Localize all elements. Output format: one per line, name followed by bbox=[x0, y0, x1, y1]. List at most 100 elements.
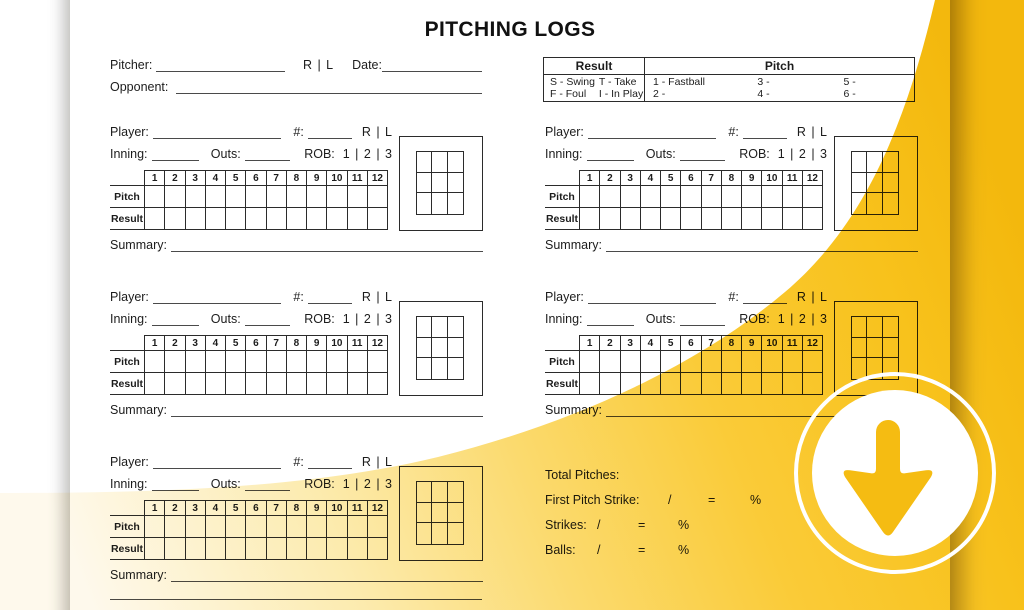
pitch-number-header: 9 bbox=[305, 335, 328, 351]
percent-sign: % bbox=[678, 518, 690, 532]
pitch-number-header: 6 bbox=[245, 500, 267, 516]
outs-blank-line bbox=[244, 148, 291, 161]
pitch-number-header: 11 bbox=[346, 500, 368, 516]
result-cell bbox=[265, 207, 287, 230]
table-corner bbox=[545, 336, 580, 351]
legend-item: 5 - bbox=[843, 76, 856, 88]
pitch-cell bbox=[639, 185, 662, 208]
rob-label: ROB: bbox=[739, 312, 770, 326]
inning-blank-line bbox=[586, 313, 634, 326]
number-label: #: bbox=[293, 455, 304, 469]
outs-label: Outs: bbox=[645, 147, 676, 161]
date-label: Date: bbox=[352, 58, 382, 72]
result-cell bbox=[619, 372, 641, 395]
summary-label: Summary: bbox=[110, 568, 167, 582]
summary-row: Summary: bbox=[110, 568, 483, 582]
pitch-number-header: 7 bbox=[265, 170, 287, 186]
pitch-number-header: 7 bbox=[700, 335, 722, 351]
pitch-number-header: 7 bbox=[265, 500, 287, 516]
player-log-block: Player: #: R | L Inning: Outs: ROB: 1 | … bbox=[110, 455, 483, 610]
strike-zone-cell bbox=[447, 482, 463, 503]
pitch-cell bbox=[659, 350, 682, 373]
pitch-number-header: 8 bbox=[720, 335, 743, 351]
pitch-cell bbox=[801, 350, 824, 373]
pitch-cell bbox=[245, 515, 267, 538]
pitch-number-header: 9 bbox=[305, 500, 328, 516]
pitch-number-header: 3 bbox=[184, 500, 206, 516]
hand-options: R | L bbox=[361, 455, 393, 469]
legend-item: 2 - bbox=[653, 88, 666, 100]
strike-zone-cell bbox=[447, 338, 463, 359]
pitch-cell bbox=[184, 350, 206, 373]
pitch-cell bbox=[680, 185, 702, 208]
download-button[interactable] bbox=[793, 371, 997, 575]
pitch-cell bbox=[639, 350, 662, 373]
strike-zone-cell bbox=[448, 358, 463, 379]
pitch-number-header: 2 bbox=[164, 335, 186, 351]
pitch-number-header: 8 bbox=[720, 170, 743, 186]
strike-zone-cell bbox=[432, 337, 448, 359]
strike-zone-cell bbox=[417, 172, 433, 194]
strike-zone-grid bbox=[416, 151, 464, 215]
result-cell bbox=[366, 372, 389, 395]
pitch-number-header: 2 bbox=[164, 170, 186, 186]
strike-zone-cell bbox=[417, 193, 433, 214]
inning-row: Inning: Outs: ROB: 1 | 2 | 3 bbox=[545, 312, 828, 326]
table-corner bbox=[110, 501, 145, 516]
player-blank-line bbox=[152, 456, 282, 469]
pitch-number-header: 5 bbox=[659, 170, 682, 186]
pitch-number-header: 10 bbox=[326, 170, 348, 186]
result-cell bbox=[305, 372, 328, 395]
strike-zone-cell bbox=[417, 152, 433, 173]
pitch-result-table: 1 2 3 4 5 6 7 8 9 10 11 12 Pitch Result bbox=[110, 500, 389, 560]
player-row: Player: #: R | L bbox=[110, 290, 393, 304]
outs-label: Outs: bbox=[210, 147, 241, 161]
pitch-cell bbox=[143, 185, 166, 208]
pitch-cell bbox=[326, 350, 348, 373]
summary-blank-line bbox=[605, 239, 918, 252]
legend-item: 4 - bbox=[757, 88, 770, 100]
summary-label: Summary: bbox=[545, 238, 602, 252]
strike-zone-cell bbox=[448, 523, 463, 544]
pitcher-label: Pitcher: bbox=[110, 58, 153, 72]
result-cell bbox=[245, 207, 267, 230]
result-cell bbox=[781, 207, 803, 230]
page-title: PITCHING LOGS bbox=[424, 18, 596, 41]
strike-zone-box bbox=[399, 301, 483, 396]
slash-separator: / bbox=[597, 518, 601, 532]
result-row-label: Result bbox=[545, 207, 580, 230]
pitch-number-header: 3 bbox=[184, 170, 206, 186]
pitch-cell bbox=[619, 350, 641, 373]
strike-zone-cell bbox=[447, 173, 463, 194]
result-cell bbox=[346, 207, 368, 230]
strike-zone-cell bbox=[882, 317, 898, 338]
equals-sign: = bbox=[708, 493, 716, 507]
result-cell bbox=[740, 372, 763, 395]
summary-blank-line bbox=[170, 569, 483, 582]
pitch-cell bbox=[164, 185, 186, 208]
rob-label: ROB: bbox=[304, 312, 335, 326]
first-pitch-strike-row: First Pitch Strike: / = % bbox=[545, 492, 761, 508]
pitch-number-header: 5 bbox=[224, 500, 247, 516]
hand-options: R | L bbox=[361, 290, 393, 304]
result-cell bbox=[578, 207, 601, 230]
pitch-cell bbox=[204, 185, 227, 208]
pitch-number-header: 4 bbox=[204, 170, 227, 186]
result-cell bbox=[143, 207, 166, 230]
rob-options: 1 | 2 | 3 bbox=[777, 147, 828, 161]
result-cell bbox=[265, 372, 287, 395]
number-label: #: bbox=[728, 125, 739, 139]
pitch-number-header: 12 bbox=[366, 170, 389, 186]
pitch-number-header: 1 bbox=[578, 335, 601, 351]
pitch-cell bbox=[265, 350, 287, 373]
strike-zone-cell bbox=[432, 152, 448, 173]
pitch-cell bbox=[143, 515, 166, 538]
result-cell bbox=[245, 372, 267, 395]
pitch-cell bbox=[680, 350, 702, 373]
pitch-row-label: Pitch bbox=[110, 350, 145, 373]
pitch-cell bbox=[204, 515, 227, 538]
inning-label: Inning: bbox=[545, 147, 583, 161]
player-blank-line bbox=[587, 291, 717, 304]
result-cell bbox=[204, 207, 227, 230]
strike-zone-cell bbox=[417, 358, 433, 379]
